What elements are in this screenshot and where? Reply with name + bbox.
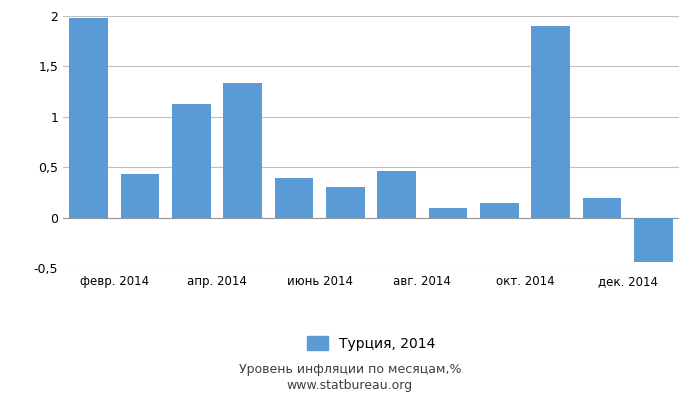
Bar [582,198,622,218]
Text: www.statbureau.org: www.statbureau.org [287,380,413,392]
Bar [69,18,108,218]
Bar [223,83,262,218]
Bar [531,26,570,218]
Bar [428,208,468,218]
Bar [172,104,211,218]
Bar [326,187,365,218]
Text: Уровень инфляции по месяцам,%: Уровень инфляции по месяцам,% [239,364,461,376]
Bar [480,202,519,218]
Bar [634,218,673,262]
Bar [120,174,160,218]
Legend: Турция, 2014: Турция, 2014 [301,330,441,356]
Bar [377,171,416,218]
Bar [274,178,314,218]
